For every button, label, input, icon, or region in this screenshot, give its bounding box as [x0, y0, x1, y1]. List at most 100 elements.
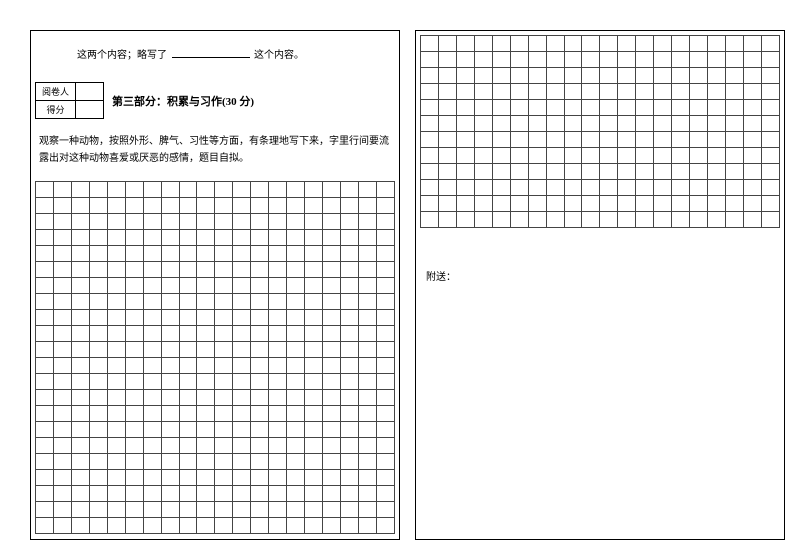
grid-cell	[358, 278, 376, 294]
grid-cell	[456, 100, 474, 116]
grid-cell	[672, 116, 690, 132]
grid-cell	[340, 182, 358, 198]
grid-cell	[474, 100, 492, 116]
grid-cell	[421, 68, 439, 84]
grid-cell	[269, 454, 287, 470]
grid-cell	[305, 454, 323, 470]
grid-cell	[233, 390, 251, 406]
grid-cell	[197, 486, 215, 502]
grid-cell	[600, 196, 618, 212]
grid-cell	[376, 230, 394, 246]
grid-cell	[510, 100, 528, 116]
grid-cell	[89, 310, 107, 326]
grid-cell	[528, 116, 546, 132]
grid-cell	[251, 374, 269, 390]
grid-cell	[636, 36, 654, 52]
grid-cell	[654, 196, 672, 212]
grid-cell	[233, 294, 251, 310]
grid-cell	[725, 116, 743, 132]
grid-cell	[287, 198, 305, 214]
grid-cell	[125, 470, 143, 486]
grid-cell	[672, 52, 690, 68]
grid-cell	[510, 132, 528, 148]
grid-cell	[376, 374, 394, 390]
grid-cell	[179, 518, 197, 534]
grid-cell	[510, 196, 528, 212]
grid-cell	[53, 214, 71, 230]
grid-cell	[474, 212, 492, 228]
grid-cell	[636, 164, 654, 180]
grid-cell	[340, 326, 358, 342]
grid-cell	[323, 230, 341, 246]
grid-cell	[492, 36, 510, 52]
grid-cell	[340, 358, 358, 374]
examiner-cell	[76, 83, 104, 101]
grid-cell	[36, 486, 54, 502]
grid-cell	[53, 230, 71, 246]
grid-cell	[456, 164, 474, 180]
grid-cell	[305, 358, 323, 374]
grid-cell	[251, 310, 269, 326]
grid-cell	[358, 406, 376, 422]
grid-cell	[107, 262, 125, 278]
grid-cell	[71, 182, 89, 198]
grid-cell	[582, 116, 600, 132]
grid-cell	[725, 196, 743, 212]
grid-cell	[143, 422, 161, 438]
grid-cell	[761, 100, 779, 116]
grid-cell	[269, 246, 287, 262]
grid-cell	[53, 182, 71, 198]
grid-cell	[89, 358, 107, 374]
grid-cell	[761, 180, 779, 196]
grid-cell	[725, 84, 743, 100]
grid-cell	[438, 100, 456, 116]
grid-cell	[708, 196, 726, 212]
grid-cell	[358, 326, 376, 342]
grid-cell	[89, 374, 107, 390]
grid-cell	[340, 374, 358, 390]
grid-cell	[143, 182, 161, 198]
grid-cell	[251, 294, 269, 310]
grid-cell	[269, 518, 287, 534]
grid-cell	[36, 422, 54, 438]
grid-cell	[376, 438, 394, 454]
grid-cell	[421, 84, 439, 100]
grid-cell	[125, 310, 143, 326]
grid-cell	[233, 182, 251, 198]
grid-cell	[89, 262, 107, 278]
grid-cell	[215, 342, 233, 358]
grid-cell	[340, 262, 358, 278]
grid-cell	[107, 278, 125, 294]
grid-cell	[269, 390, 287, 406]
grid-cell	[528, 100, 546, 116]
grid-cell	[197, 374, 215, 390]
grid-cell	[197, 310, 215, 326]
grid-cell	[761, 164, 779, 180]
grid-cell	[564, 212, 582, 228]
grid-cell	[287, 438, 305, 454]
grid-cell	[71, 310, 89, 326]
grid-cell	[690, 180, 708, 196]
grid-cell	[438, 164, 456, 180]
grid-cell	[564, 68, 582, 84]
grid-cell	[474, 132, 492, 148]
grid-cell	[618, 196, 636, 212]
grid-cell	[269, 358, 287, 374]
grid-cell	[161, 246, 179, 262]
grid-cell	[179, 230, 197, 246]
grid-cell	[107, 518, 125, 534]
grid-cell	[36, 454, 54, 470]
grid-cell	[358, 358, 376, 374]
grid-cell	[672, 196, 690, 212]
grid-cell	[161, 230, 179, 246]
grid-cell	[89, 438, 107, 454]
grid-cell	[305, 470, 323, 486]
grid-cell	[89, 214, 107, 230]
grid-cell	[125, 374, 143, 390]
grid-cell	[725, 212, 743, 228]
grid-cell	[36, 518, 54, 534]
grid-cell	[125, 342, 143, 358]
grid-cell	[725, 132, 743, 148]
grid-cell	[89, 502, 107, 518]
grid-cell	[340, 310, 358, 326]
